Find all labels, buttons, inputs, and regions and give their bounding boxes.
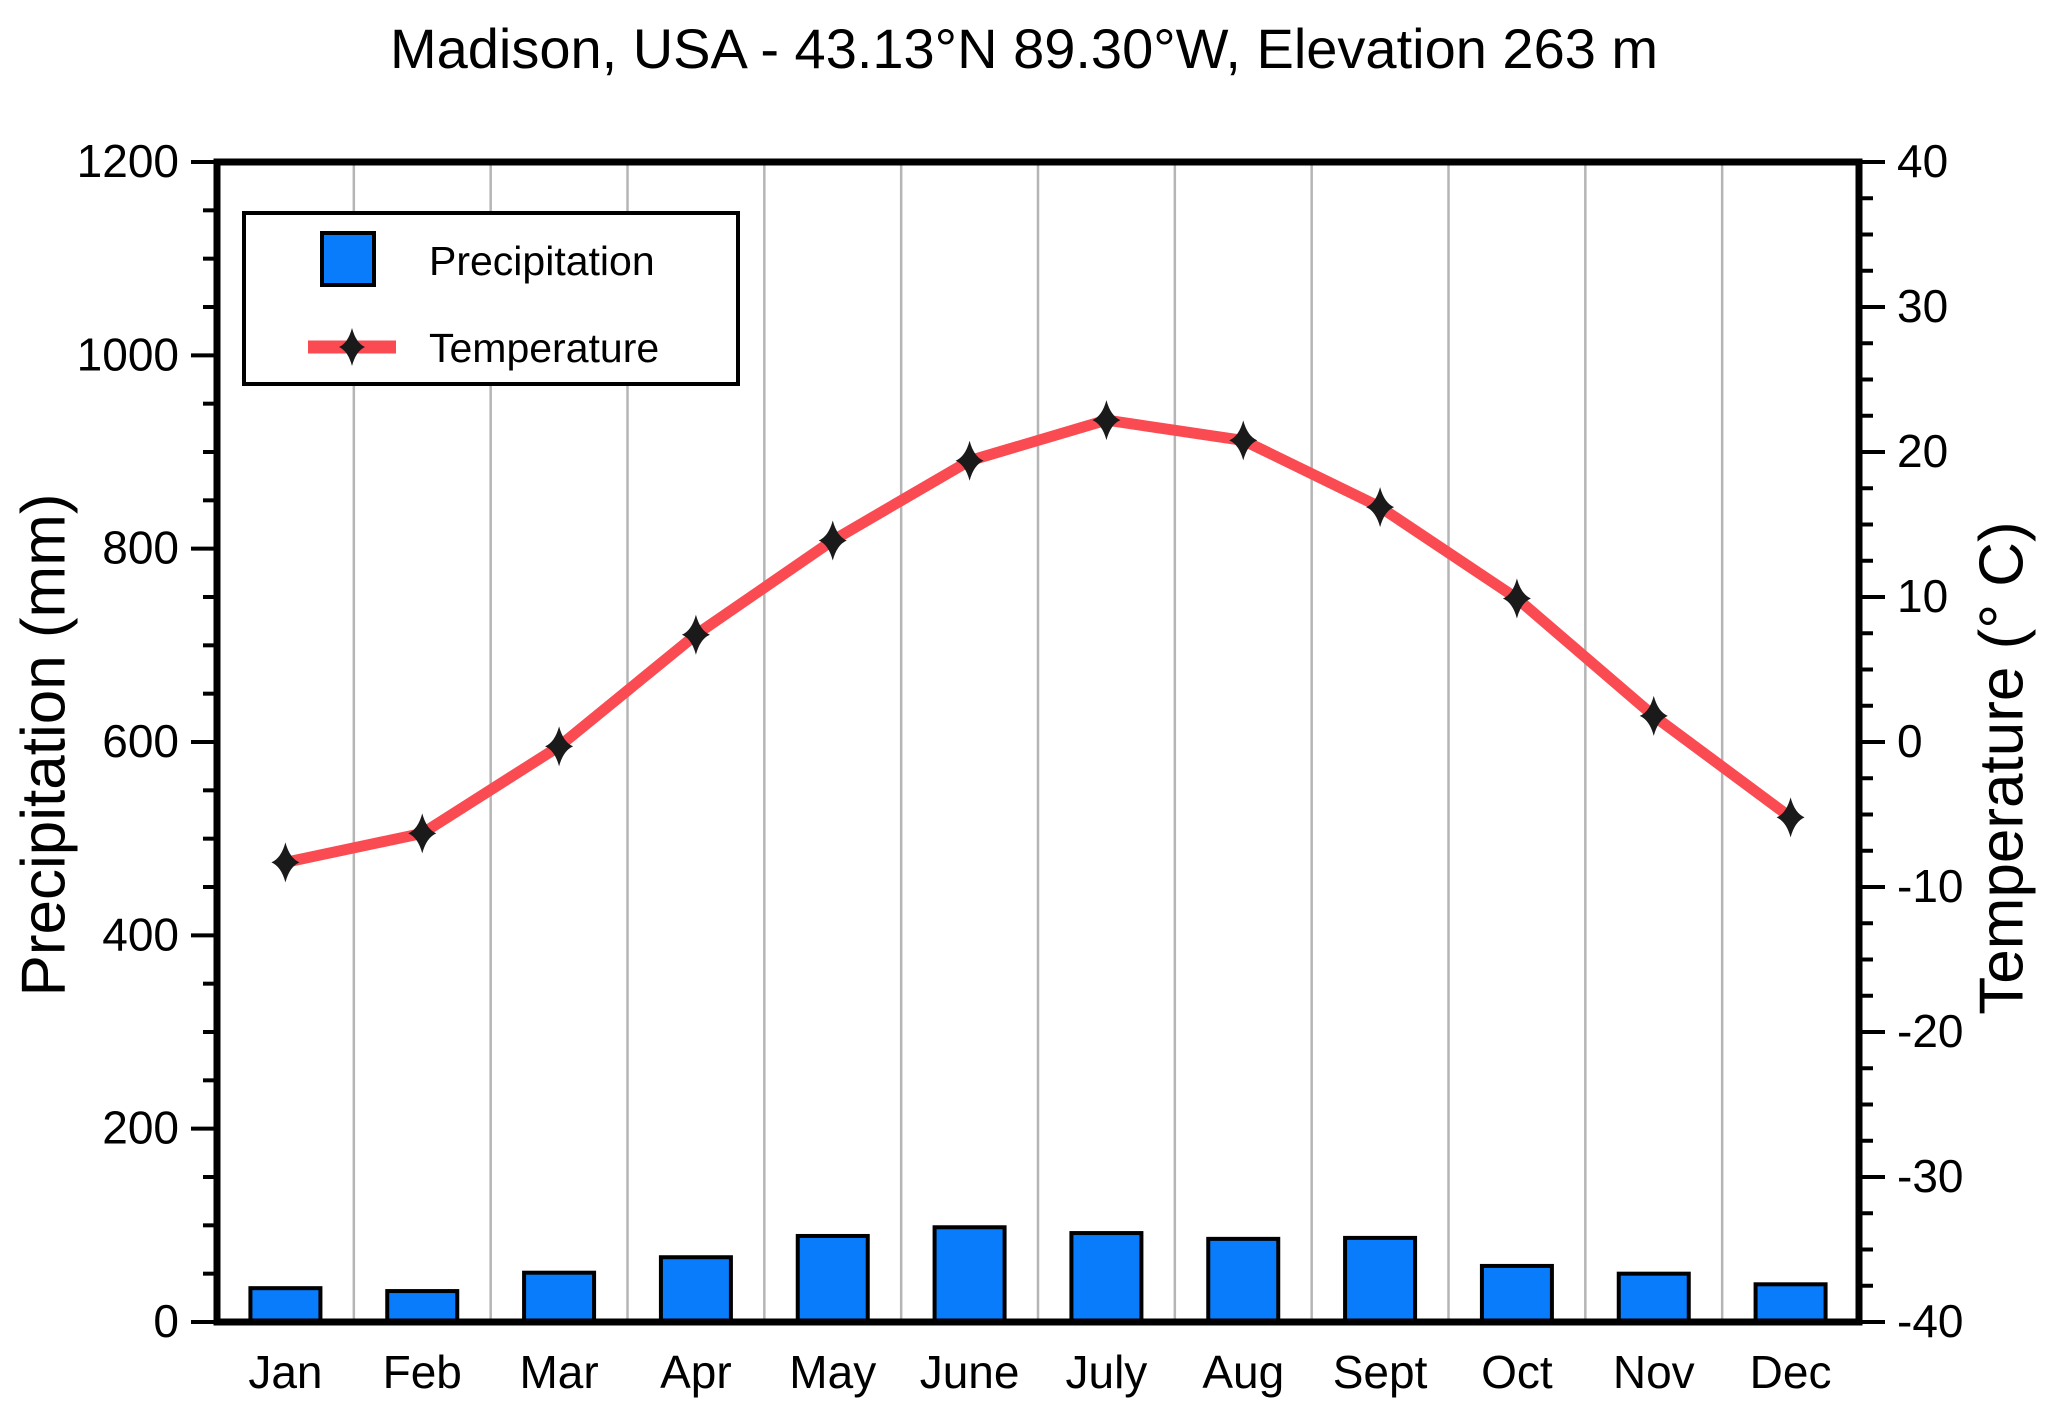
right-tick-label: -40 (1897, 1295, 1963, 1347)
month-label: Dec (1750, 1346, 1832, 1398)
precipitation-bar (1069, 1231, 1144, 1324)
month-label: Oct (1481, 1346, 1553, 1398)
left-tick-label: 0 (153, 1295, 179, 1347)
left-tick-label: 1200 (77, 135, 179, 187)
legend-temperature-label: Temperature (429, 325, 660, 371)
month-label: Mar (519, 1346, 598, 1398)
plot-border (213, 158, 1863, 1326)
temperature-marker-icon (1776, 797, 1805, 838)
precipitation-bar (1753, 1282, 1828, 1325)
month-label: Nov (1613, 1346, 1695, 1398)
right-tick-label: 10 (1897, 570, 1948, 622)
right-tick-label: -20 (1897, 1005, 1963, 1057)
temperature-line (279, 414, 1797, 868)
temperature-marker-icon (818, 520, 847, 561)
temperature-marker-icon (955, 440, 984, 481)
left-tick-label: 600 (102, 715, 179, 767)
month-label: Jan (248, 1346, 322, 1398)
precipitation-bar (795, 1233, 870, 1325)
right-tick-label: 0 (1897, 715, 1923, 767)
precipitation-bar (1206, 1236, 1281, 1325)
chart-title: Madison, USA - 43.13°N 89.30°W, Elevatio… (389, 17, 1659, 80)
left-tick-label: 1000 (77, 328, 179, 380)
precipitation-bar (248, 1286, 323, 1324)
left-tick-label: 400 (102, 908, 179, 960)
month-label: Aug (1202, 1346, 1284, 1398)
temperature-marker-icon (1502, 578, 1531, 619)
left-tick-label: 200 (102, 1102, 179, 1154)
month-label: June (920, 1346, 1020, 1398)
month-label: July (1066, 1346, 1148, 1398)
month-label: Apr (660, 1346, 732, 1398)
temperature-marker-icon (1639, 695, 1668, 736)
month-label: May (789, 1346, 876, 1398)
temperature-marker-icon (681, 614, 710, 655)
legend: Precipitation Temperature (242, 211, 740, 386)
right-tick-label: -30 (1897, 1150, 1963, 1202)
right-tick-label: 40 (1897, 135, 1948, 187)
right-tick-label: 20 (1897, 425, 1948, 477)
right-tick-label: -10 (1897, 860, 1963, 912)
precipitation-bar (385, 1289, 460, 1324)
temperature-marker-icon (408, 813, 437, 854)
temperature-marker-icon (1366, 487, 1395, 528)
precipitation-bar (1479, 1263, 1554, 1325)
precipitation-bar (658, 1255, 733, 1324)
temperature-line-icon (308, 328, 396, 366)
precipitation-bar (1616, 1271, 1691, 1324)
month-label: Feb (383, 1346, 462, 1398)
temperature-marker-icon (1092, 400, 1121, 441)
month-label: Sept (1333, 1346, 1428, 1398)
precipitation-bar (522, 1270, 597, 1324)
precipitation-bar (932, 1225, 1007, 1325)
temperature-marker-icon (271, 842, 300, 883)
temperature-marker-icon (545, 726, 574, 767)
precipitation-swatch-icon (320, 231, 376, 287)
left-tick-label: 800 (102, 522, 179, 574)
legend-precipitation-label: Precipitation (429, 238, 655, 284)
temperature-marker-icon (1229, 420, 1258, 461)
right-tick-label: 30 (1897, 280, 1948, 332)
precipitation-bar (1343, 1235, 1418, 1325)
